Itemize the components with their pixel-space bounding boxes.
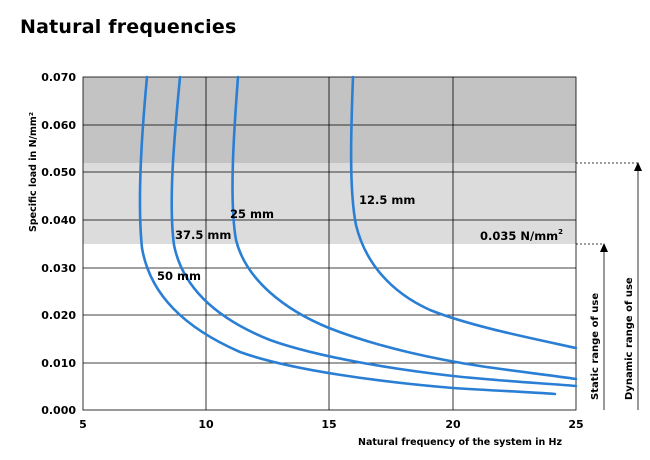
- x-tick: 10: [198, 418, 214, 431]
- curve-label-50mm: 50 mm: [157, 269, 201, 283]
- y-tick: 0.050: [41, 166, 76, 179]
- y-axis-ticks: 0.070 0.060 0.050 0.040 0.030 0.020 0.01…: [41, 71, 76, 417]
- y-axis-label: Specific load in N/mm²: [28, 112, 39, 232]
- y-tick: 0.010: [41, 357, 76, 370]
- curve-50mm: [138, 75, 557, 396]
- y-tick: 0.030: [41, 262, 76, 275]
- y-tick: 0.000: [41, 404, 76, 417]
- x-axis-label: Natural frequency of the system in Hz: [358, 437, 562, 448]
- threshold-value: 0.035 N/mm: [480, 229, 558, 243]
- x-tick: 20: [445, 418, 461, 431]
- range-brackets: [576, 162, 639, 410]
- x-axis-ticks: 5 10 15 20 25: [79, 418, 583, 431]
- band-static-dynamic: [83, 163, 576, 244]
- dynamic-range-label: Dynamic range of use: [624, 277, 635, 400]
- y-tick: 0.060: [41, 119, 76, 132]
- chart-title: Natural frequencies: [20, 16, 237, 38]
- static-range-label: Static range of use: [590, 293, 601, 400]
- static-range-arrow-icon: [600, 243, 608, 252]
- threshold-label: 0.035 N/mm2: [480, 228, 563, 243]
- curve-label-25mm: 25 mm: [230, 207, 274, 221]
- grid: [82, 76, 577, 411]
- y-tick: 0.020: [41, 309, 76, 322]
- curve-label-12-5mm: 12.5 mm: [359, 193, 415, 207]
- threshold-superscript: 2: [558, 228, 563, 236]
- curve-label-37-5mm: 37.5 mm: [175, 228, 231, 242]
- curve-12-5mm: [349, 75, 578, 350]
- x-tick: 5: [79, 418, 87, 431]
- curve-25mm: [231, 75, 578, 381]
- curve-37-5mm: [170, 75, 578, 388]
- x-tick: 25: [568, 418, 583, 431]
- dynamic-range-arrow-icon: [634, 162, 642, 171]
- band-dynamic-upper: [83, 77, 576, 163]
- x-tick: 15: [321, 418, 336, 431]
- y-tick: 0.040: [41, 214, 76, 227]
- y-tick: 0.070: [41, 71, 76, 84]
